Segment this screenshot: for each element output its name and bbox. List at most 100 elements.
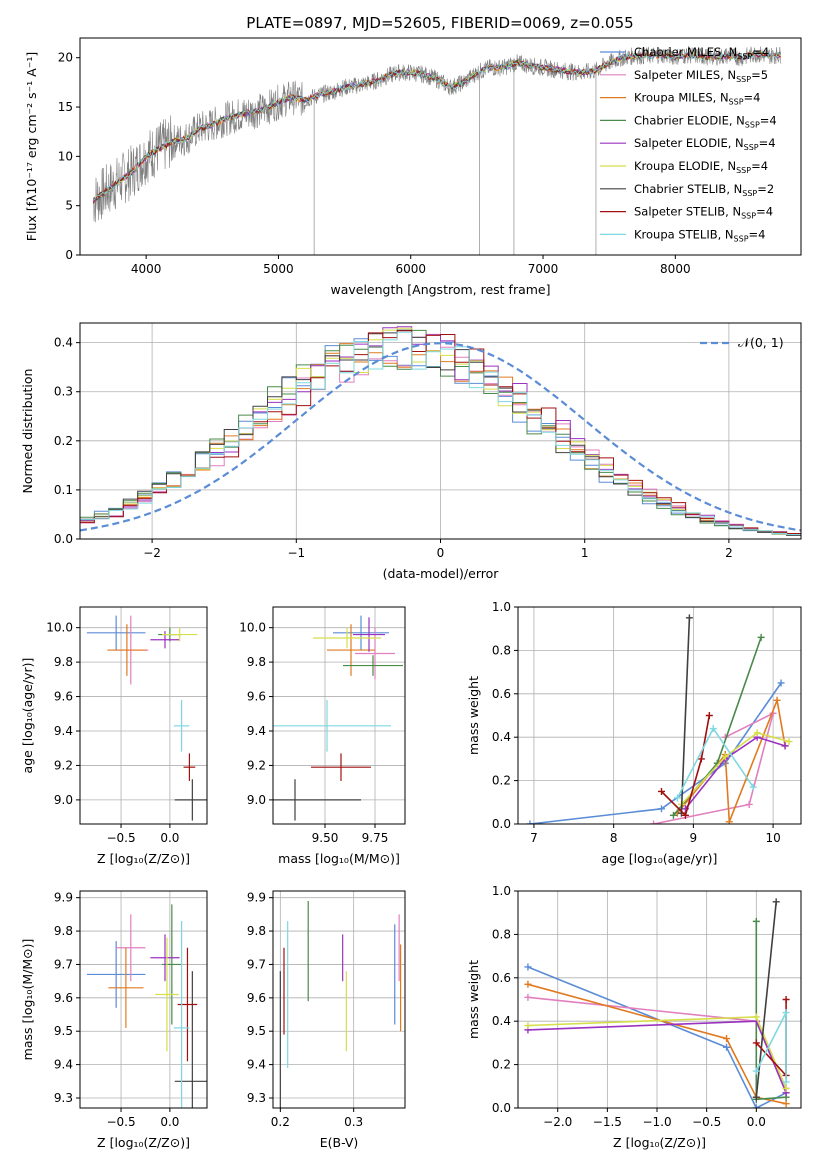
- y-tick-label: 0.0: [492, 817, 511, 831]
- y-tick-label: 0.4: [54, 336, 73, 350]
- y-tick-label: 9.5: [247, 1024, 266, 1038]
- x-tick-label: 0.0: [747, 1115, 766, 1129]
- mass-weight-line: [755, 999, 787, 1078]
- x-tick-label: 0: [437, 546, 445, 560]
- y-tick-label: 0.6: [492, 687, 511, 701]
- x-tick-label: −1.5: [593, 1115, 622, 1129]
- mass-weight-marker: [721, 753, 729, 761]
- y-tick-label: 0.6: [492, 971, 511, 985]
- mass-weight-marker: [657, 805, 665, 813]
- y-axis-label: age [log₁₀(age/yr)]: [20, 658, 35, 774]
- y-tick-label: 9.8: [247, 924, 266, 938]
- axes-frame: [79, 606, 208, 825]
- x-tick-label: 0.0: [160, 1115, 179, 1129]
- mass-weight-marker: [745, 800, 753, 808]
- y-axis-label: mass weight: [466, 960, 481, 1039]
- x-tick-label: −2.0: [543, 1115, 572, 1129]
- mass-weight-marker: [685, 614, 693, 622]
- mass-weight-line: [684, 736, 786, 810]
- mass-weight-line: [529, 682, 782, 824]
- y-tick-label: 9.8: [247, 655, 266, 669]
- x-axis-label: wavelength [Angstrom, rest frame]: [330, 282, 550, 297]
- x-tick-label: −1.0: [642, 1115, 671, 1129]
- axes-frame: [79, 37, 802, 256]
- mass-weight-line: [755, 901, 777, 1098]
- normal-curve: [80, 342, 801, 532]
- y-tick-label: 9.4: [247, 724, 266, 738]
- y-tick-label: 9.9: [54, 891, 73, 905]
- y-tick-label: 9.0: [54, 793, 73, 807]
- x-tick-label: 7000: [528, 262, 559, 276]
- mass-weight-line: [527, 983, 787, 1105]
- mass-weight-marker: [752, 1013, 760, 1021]
- plot-area: [86, 615, 207, 821]
- mass-weight-marker: [781, 742, 789, 750]
- mass-weight-marker: [673, 794, 681, 802]
- legend-entry: Chabrier MILES, NSSP=4: [634, 45, 769, 61]
- x-tick-label: 9.50: [312, 831, 339, 845]
- y-tick-label: 10: [58, 149, 73, 163]
- mass-weight-marker: [749, 783, 757, 791]
- x-tick-label: 1: [581, 546, 589, 560]
- y-tick-label: 9.8: [54, 924, 73, 938]
- legend-entry: Chabrier STELIB, NSSP=2: [634, 182, 774, 198]
- legend-entry: Salpeter MILES, NSSP=5: [634, 68, 768, 84]
- residual-histogram: [80, 331, 801, 535]
- y-tick-label: 9.6: [247, 991, 266, 1005]
- y-tick-label: 9.3: [247, 1091, 266, 1105]
- y-tick-label: 15: [58, 100, 73, 114]
- y-tick-label: 0.3: [54, 385, 73, 399]
- axes-frame: [272, 606, 406, 825]
- figure-title: PLATE=0897, MJD=52605, FIBERID=0069, z=0…: [246, 14, 633, 32]
- y-tick-label: 9.6: [247, 690, 266, 704]
- mass-weight-marker: [782, 996, 790, 1003]
- mass-weight-marker: [752, 1039, 760, 1047]
- y-tick-label: 10.0: [46, 621, 73, 635]
- model-fit-line: [92, 51, 781, 201]
- y-tick-label: 9.7: [54, 957, 73, 971]
- y-tick-label: 9.2: [54, 758, 73, 772]
- x-tick-label: 9: [690, 831, 698, 845]
- mass-weight-marker: [785, 738, 793, 746]
- model-fit-line: [92, 51, 781, 204]
- y-tick-label: 9.9: [247, 891, 266, 905]
- x-tick-label: 0.2: [271, 1115, 290, 1129]
- y-tick-label: 9.3: [54, 1091, 73, 1105]
- mass-weight-line: [680, 732, 790, 806]
- y-tick-label: 9.6: [54, 690, 73, 704]
- y-axis-label: mass weight: [466, 676, 481, 755]
- plot-area: [92, 45, 782, 255]
- x-tick-label: 9.75: [362, 831, 389, 845]
- residual-histogram: [80, 343, 801, 536]
- y-tick-label: 0.1: [54, 483, 73, 497]
- mass-weight-marker: [723, 1043, 731, 1051]
- y-tick-label: 1.0: [492, 600, 511, 614]
- x-tick-label: 6000: [395, 262, 426, 276]
- panel-8: −2.0 −1.5 −1.0 −0.5 0.0 0.0 0.2 0.4 0.6 0.8 1.0 Z […: [466, 884, 802, 1150]
- legend-entry: Kroupa ELODIE, NSSP=4: [634, 159, 768, 175]
- mass-weight-marker: [650, 820, 658, 824]
- mass-weight-marker: [782, 1100, 790, 1108]
- mass-weight-marker: [782, 1084, 790, 1092]
- x-tick-label: 2: [725, 546, 733, 560]
- mass-weight-marker: [752, 1067, 760, 1075]
- mass-weight-marker: [782, 1009, 790, 1017]
- panel-2: −2 −1 0 1 2 0.0 0.1 0.2 0.3 0.4 (data-model)/error…: [20, 322, 802, 581]
- y-tick-label: 20: [58, 51, 73, 65]
- mass-weight-marker: [757, 633, 765, 641]
- panel-1: 4000 5000 6000 7000 8000 0 5 10 15 20 wavelength […: [24, 37, 802, 297]
- y-tick-label: 9.8: [54, 655, 73, 669]
- y-tick-label: 9.6: [54, 991, 73, 1005]
- y-tick-label: 10.0: [239, 621, 266, 635]
- y-tick-label: 0.4: [492, 730, 511, 744]
- mass-weight-marker: [773, 696, 781, 704]
- y-tick-label: 0: [65, 248, 73, 262]
- x-axis-label: (data-model)/error: [383, 566, 500, 581]
- mass-weight-marker: [524, 980, 532, 988]
- x-axis-label: Z [log₁₀(Z/Z⊙)]: [613, 1135, 706, 1150]
- plot-area: [80, 326, 801, 536]
- panel-4: 9.50 9.75 9.0 9.2 9.4 9.6 9.8 10.0 mass [log₁₀(M…: [239, 606, 406, 866]
- x-tick-label: −0.5: [692, 1115, 721, 1129]
- x-axis-label: Z [log₁₀(Z/Z⊙)]: [97, 1135, 190, 1150]
- mass-weight-marker: [524, 963, 532, 971]
